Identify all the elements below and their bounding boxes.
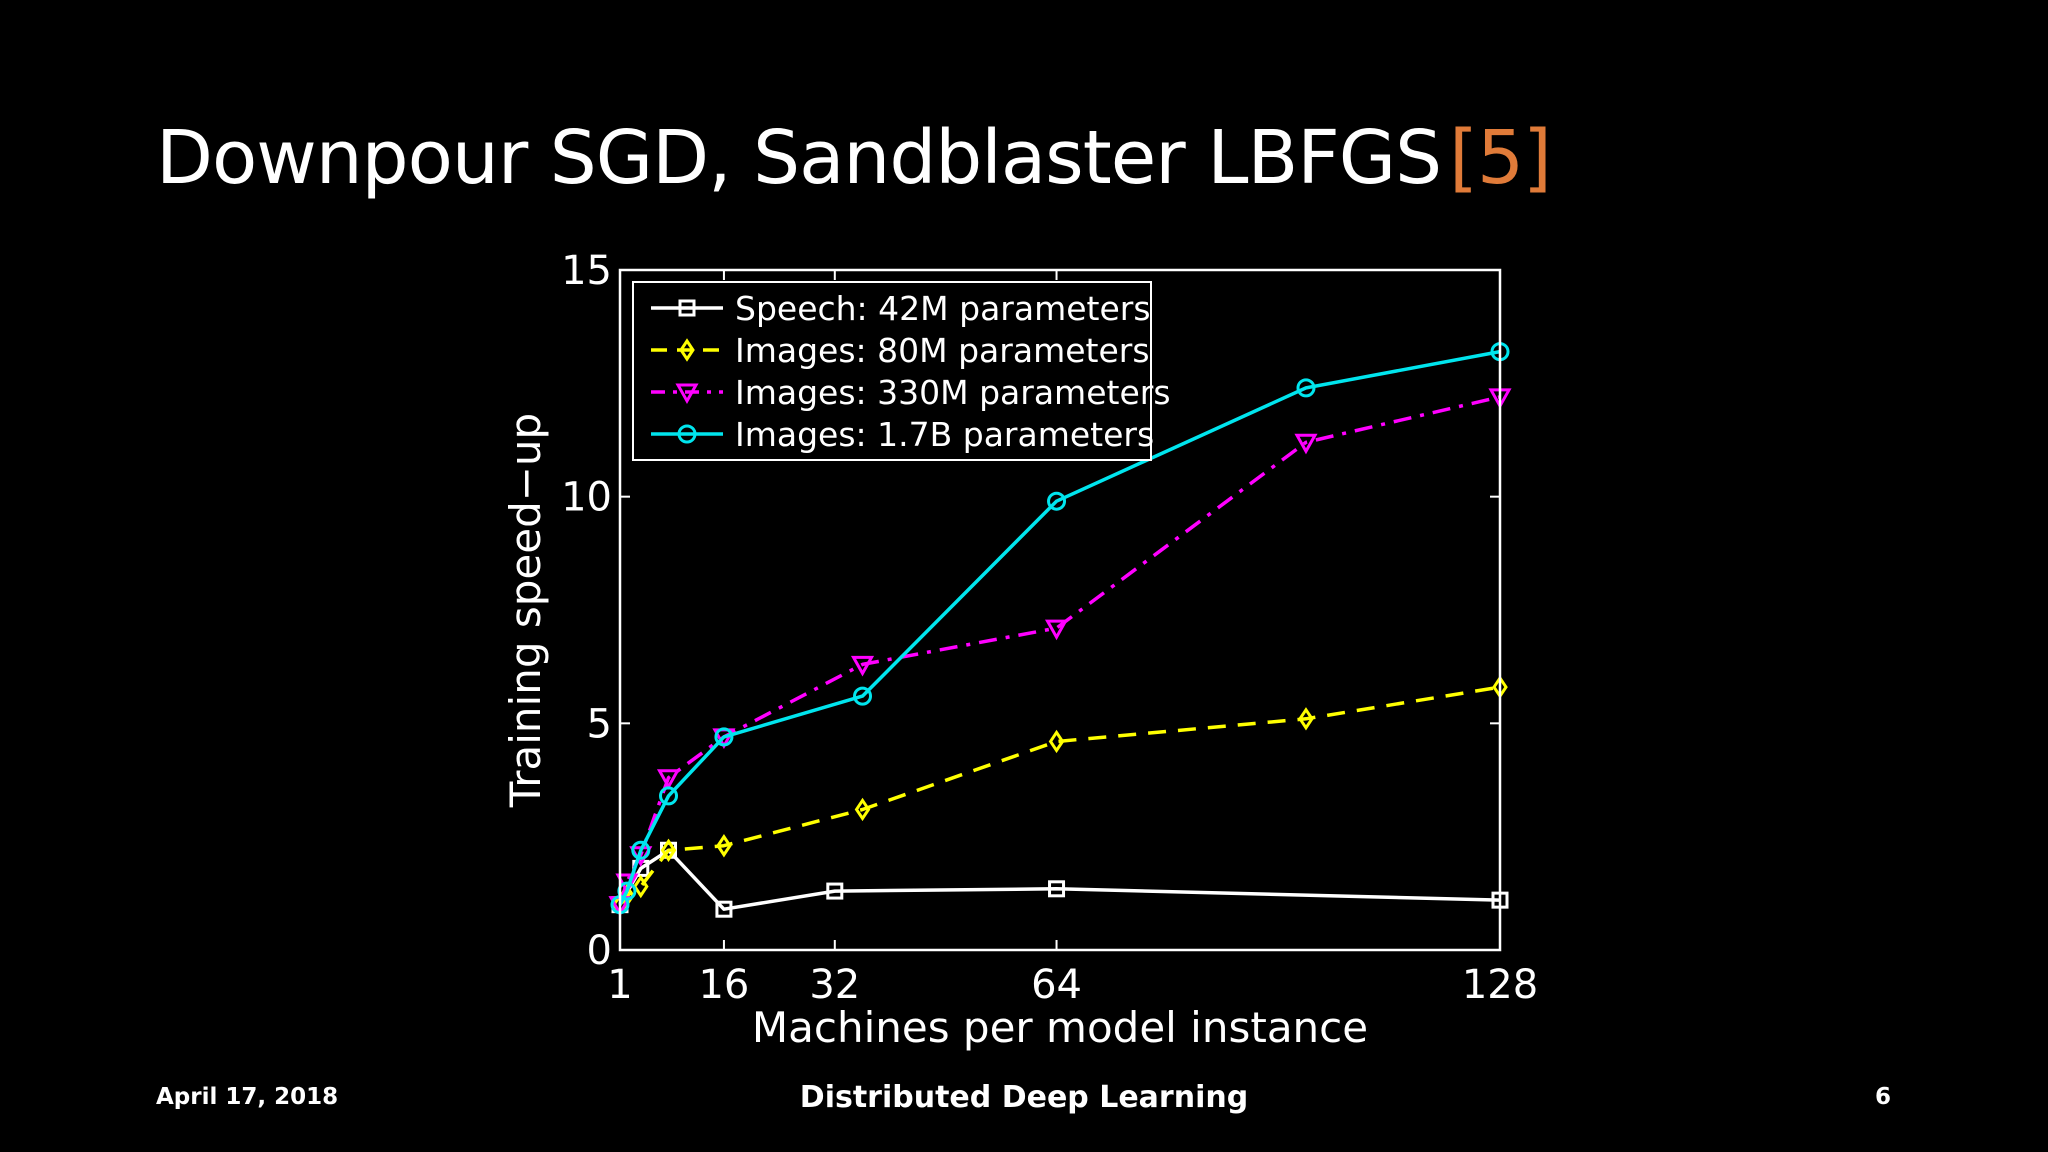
series-2-point <box>660 838 677 862</box>
legend-entry-3: Images: 330M parameters <box>651 373 1171 412</box>
legend-marker <box>678 299 696 317</box>
x-tick-label: 64 <box>1031 962 1082 1008</box>
legend-marker <box>677 424 697 444</box>
y-tick-label: 0 <box>587 928 612 974</box>
y-tick-label: 5 <box>587 701 612 747</box>
legend-box <box>632 281 1152 461</box>
x-tick-label: 128 <box>1462 962 1538 1008</box>
series-2-point <box>716 834 732 858</box>
page-number: 6 <box>1874 1084 1891 1110</box>
series-3-point <box>1044 619 1069 641</box>
series-2-point <box>632 874 649 899</box>
series-4-point <box>631 840 651 860</box>
series-1 <box>611 841 1509 918</box>
legend-entry-4: Images: 1.7B parameters <box>651 415 1154 454</box>
x-tick-label: 1 <box>607 962 632 1008</box>
legend-label: Speech: 42M parameters <box>735 289 1151 328</box>
series-4-point <box>659 786 679 806</box>
series-1-line <box>618 848 1501 911</box>
axes: 1 16 32 64 128 0 5 10 15 Machines per model insta… <box>501 248 1538 1052</box>
series-3-point <box>850 655 875 677</box>
legend-label: Images: 330M parameters <box>735 373 1171 412</box>
citation-link[interactable]: [5] <box>1449 115 1552 201</box>
legend-entry-2: Images: 80M parameters <box>651 331 1150 370</box>
y-tick-label: 15 <box>561 248 612 294</box>
series-2-point <box>1298 707 1314 731</box>
series-3-point <box>1294 433 1318 455</box>
legend-label: Images: 1.7B parameters <box>735 415 1154 454</box>
plot-area <box>608 342 1512 918</box>
series-3 <box>608 388 1512 917</box>
legend-marker <box>679 338 695 362</box>
series-2-point <box>854 797 871 822</box>
series-3-point <box>656 769 681 790</box>
x-axis-label: Machines per model instance <box>752 1003 1368 1052</box>
y-axis-label: Training speed−up <box>501 413 550 808</box>
series-1-point <box>715 900 733 918</box>
footer-date: April 17, 2018 <box>156 1084 339 1110</box>
x-tick-label: 16 <box>698 962 749 1008</box>
x-tick-label: 32 <box>809 962 860 1008</box>
y-tick-label: 10 <box>561 475 612 521</box>
series-2-line <box>618 685 1501 906</box>
footer-title: Distributed Deep Learning <box>799 1080 1249 1115</box>
series-4-point <box>1047 491 1067 511</box>
series-2 <box>612 675 1508 917</box>
series-3-line <box>618 395 1501 906</box>
slide-title-text: Downpour SGD, Sandblaster LBFGS <box>156 115 1442 201</box>
series-4-line <box>618 349 1501 906</box>
series-4-point <box>853 686 873 706</box>
series-2-point <box>1048 729 1065 754</box>
slide-title: Downpour SGD, Sandblaster LBFGS [5] <box>156 115 1552 201</box>
series-4-point <box>714 727 734 747</box>
series-4-point <box>1296 378 1316 398</box>
series-1-point <box>1048 880 1066 898</box>
series-1-point <box>826 882 844 900</box>
legend-entry-1: Speech: 42M parameters <box>651 289 1151 328</box>
legend-label: Images: 80M parameters <box>735 331 1150 370</box>
legend-marker <box>675 383 699 405</box>
plot-frame <box>618 268 1502 952</box>
